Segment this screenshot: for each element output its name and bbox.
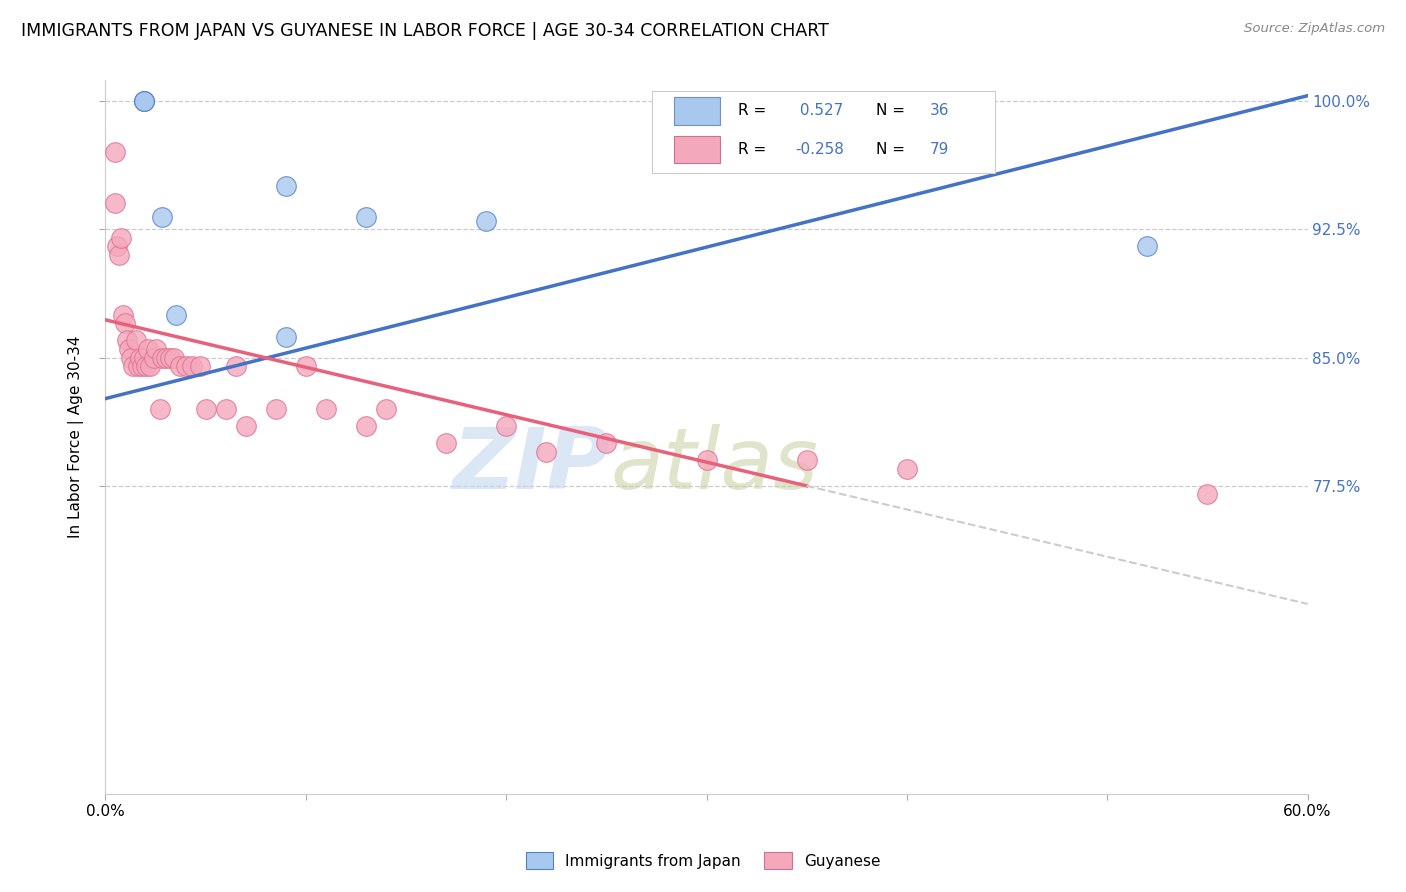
Point (121, 351, 143, 365)
Point (274, 330, 297, 344)
Point (150, 351, 173, 365)
Point (132, 94, 155, 108)
Y-axis label: In Labor Force | Age 30-34: In Labor Force | Age 30-34 (67, 335, 84, 539)
Point (165, 308, 187, 322)
Point (264, 401, 287, 416)
Point (132, 94, 155, 108)
Point (295, 359, 318, 373)
Text: 79: 79 (931, 142, 949, 157)
Point (150, 210, 173, 224)
Point (122, 359, 145, 373)
Point (534, 444, 557, 458)
Text: N =: N = (876, 103, 905, 119)
Point (132, 94, 155, 108)
Point (124, 334, 146, 348)
FancyBboxPatch shape (673, 97, 720, 125)
Point (114, 316, 136, 330)
Point (1197, 487, 1219, 501)
Text: Source: ZipAtlas.com: Source: ZipAtlas.com (1244, 22, 1385, 36)
Text: IMMIGRANTS FROM JAPAN VS GUYANESE IN LABOR FORCE | AGE 30-34 CORRELATION CHART: IMMIGRANTS FROM JAPAN VS GUYANESE IN LAB… (21, 22, 830, 40)
FancyBboxPatch shape (673, 136, 720, 163)
Point (188, 359, 211, 373)
FancyBboxPatch shape (652, 91, 995, 173)
Point (118, 342, 141, 356)
Text: ZIP: ZIP (453, 424, 610, 508)
Text: 36: 36 (931, 103, 949, 119)
Legend: Immigrants from Japan, Guyanese: Immigrants from Japan, Guyanese (520, 846, 886, 875)
Point (132, 351, 155, 365)
Point (354, 210, 377, 224)
Point (136, 342, 159, 356)
Point (110, 230, 132, 244)
Text: 0.527: 0.527 (796, 103, 844, 119)
Point (796, 453, 818, 467)
Point (274, 179, 297, 194)
Point (145, 342, 167, 356)
Point (354, 419, 377, 434)
Point (180, 359, 202, 373)
Point (225, 359, 247, 373)
Text: N =: N = (876, 142, 905, 157)
Point (131, 359, 153, 373)
Point (107, 239, 129, 253)
Point (434, 436, 457, 450)
Point (595, 436, 617, 450)
Point (127, 359, 149, 373)
Point (194, 401, 217, 416)
Point (155, 351, 177, 365)
Point (1136, 239, 1159, 253)
Point (112, 308, 135, 322)
Point (148, 401, 170, 416)
Point (128, 351, 150, 365)
Text: -0.258: -0.258 (796, 142, 845, 157)
Point (159, 351, 181, 365)
Point (108, 248, 131, 262)
Text: R =: R = (738, 103, 766, 119)
Point (104, 145, 127, 160)
Point (169, 359, 191, 373)
Point (135, 359, 157, 373)
Point (374, 401, 398, 416)
Point (117, 334, 139, 348)
Point (896, 461, 918, 475)
Point (138, 359, 160, 373)
Text: R =: R = (738, 142, 766, 157)
Text: atlas: atlas (610, 424, 818, 508)
Point (142, 351, 165, 365)
Point (475, 213, 498, 227)
Point (696, 453, 718, 467)
Point (162, 351, 184, 365)
Point (315, 401, 337, 416)
Point (104, 196, 127, 211)
Point (174, 359, 197, 373)
Point (495, 419, 517, 434)
Point (214, 401, 236, 416)
Point (235, 419, 257, 434)
